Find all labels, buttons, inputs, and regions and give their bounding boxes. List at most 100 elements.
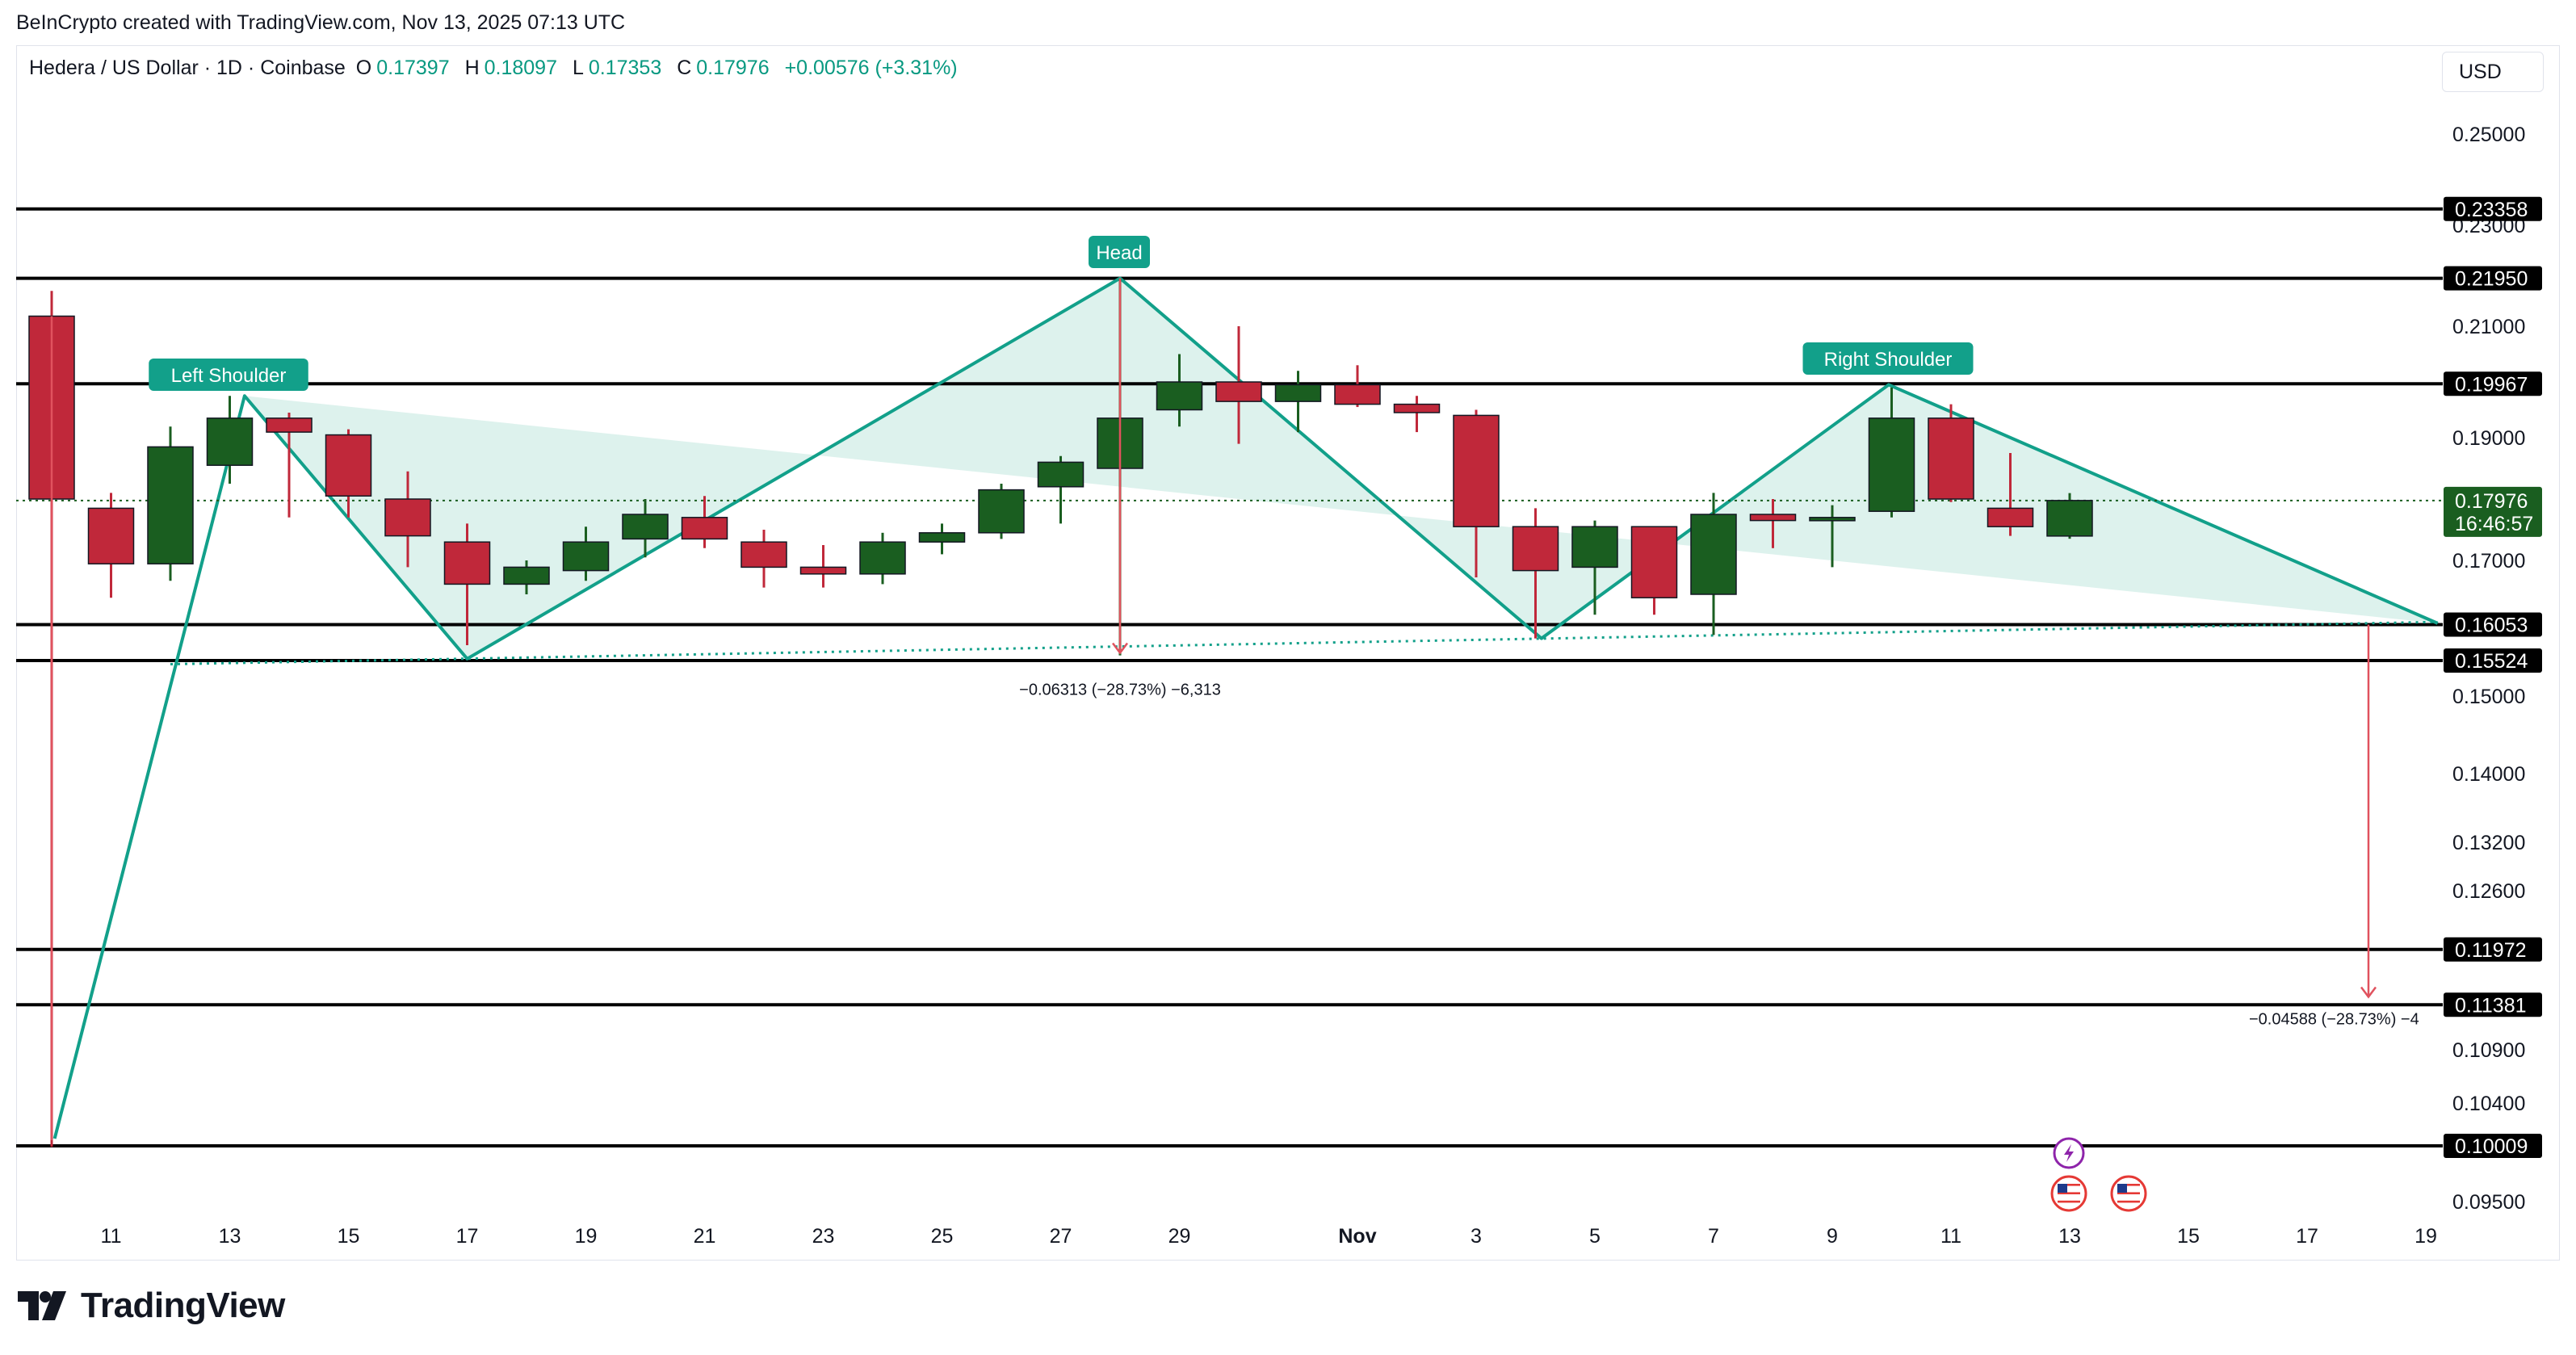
candle-body bbox=[1215, 381, 1262, 402]
candle[interactable] bbox=[1393, 396, 1441, 433]
candle[interactable] bbox=[443, 523, 491, 645]
candle[interactable] bbox=[1037, 455, 1085, 524]
level-price-badge bbox=[2444, 371, 2542, 396]
candle[interactable] bbox=[1334, 365, 1381, 408]
candle[interactable] bbox=[918, 523, 966, 555]
x-tick-label: 15 bbox=[338, 1225, 360, 1248]
candle[interactable] bbox=[87, 493, 135, 598]
level-price-badge bbox=[2444, 992, 2542, 1017]
candle-body bbox=[147, 446, 194, 564]
x-tick-label: 11 bbox=[1940, 1225, 1961, 1248]
x-tick-label: 9 bbox=[1827, 1225, 1838, 1248]
x-tick-label: 19 bbox=[2414, 1225, 2437, 1248]
candle[interactable] bbox=[1215, 326, 1262, 444]
brand-name: TradingView bbox=[81, 1286, 285, 1325]
candle-body bbox=[1274, 384, 1322, 402]
y-tick-label: 0.09500 bbox=[2452, 1191, 2525, 1214]
candle-body bbox=[1690, 514, 1737, 595]
flag-stripe bbox=[2117, 1184, 2140, 1186]
candle[interactable] bbox=[266, 412, 313, 518]
candle[interactable] bbox=[2046, 493, 2093, 539]
candle-body bbox=[206, 417, 254, 466]
candle[interactable] bbox=[740, 530, 787, 588]
candle[interactable] bbox=[1571, 520, 1618, 615]
candle-body bbox=[1571, 526, 1618, 568]
candle-body bbox=[2046, 500, 2093, 537]
candle-body bbox=[1868, 417, 1915, 512]
candle[interactable] bbox=[1928, 404, 1974, 502]
candle-body bbox=[799, 566, 847, 575]
head-label-badge bbox=[1089, 236, 1150, 268]
countdown-label: 16:46:57 bbox=[2455, 513, 2533, 535]
candle-body bbox=[266, 417, 313, 433]
us-flag-icon[interactable] bbox=[2110, 1175, 2147, 1212]
flag-stripe bbox=[2058, 1184, 2080, 1186]
candle[interactable] bbox=[206, 396, 254, 484]
x-tick-label: 23 bbox=[812, 1225, 835, 1248]
head-label: Head bbox=[1096, 242, 1142, 264]
high-label: H bbox=[464, 57, 480, 79]
candle-body bbox=[562, 541, 610, 572]
candle[interactable] bbox=[147, 426, 194, 581]
current-price-label: 0.17976 bbox=[2455, 490, 2528, 513]
candle[interactable] bbox=[1453, 409, 1500, 578]
candle-body bbox=[87, 507, 135, 564]
low-label: L bbox=[572, 57, 584, 79]
candle[interactable] bbox=[1274, 371, 1322, 433]
y-tick-label: 0.17000 bbox=[2452, 550, 2525, 573]
candle[interactable] bbox=[1630, 526, 1678, 615]
candle-body bbox=[503, 566, 550, 585]
flag-stripe bbox=[2058, 1188, 2080, 1190]
right-shoulder-label: Right Shoulder bbox=[1824, 349, 1953, 371]
x-tick-label: 21 bbox=[694, 1225, 716, 1248]
measure-arrowhead bbox=[1112, 642, 1128, 655]
y-tick-label: 0.10900 bbox=[2452, 1039, 2525, 1062]
candle[interactable] bbox=[622, 499, 669, 558]
candle[interactable] bbox=[859, 532, 906, 585]
lightning-glyph bbox=[2064, 1144, 2074, 1162]
candle[interactable] bbox=[384, 471, 431, 568]
candle[interactable] bbox=[1690, 493, 1737, 636]
candle-body bbox=[1393, 403, 1441, 413]
y-tick-label: 0.13200 bbox=[2452, 832, 2525, 854]
candle[interactable] bbox=[1987, 453, 2034, 536]
x-tick-label: 13 bbox=[219, 1225, 241, 1248]
tradingview-logo[interactable]: TradingView bbox=[18, 1286, 285, 1326]
open-value: 0.17397 bbox=[376, 57, 450, 79]
level-price-label: 0.10009 bbox=[2455, 1135, 2528, 1158]
flag-canton bbox=[2058, 1184, 2067, 1193]
flag-stripe bbox=[2117, 1188, 2140, 1190]
candle[interactable] bbox=[1868, 387, 1915, 518]
candle[interactable] bbox=[1809, 505, 1856, 568]
candle[interactable] bbox=[1156, 354, 1203, 427]
level-price-label: 0.11381 bbox=[2455, 994, 2527, 1017]
x-tick-label: 25 bbox=[931, 1225, 954, 1248]
candle[interactable] bbox=[325, 429, 372, 518]
x-tick-label: 15 bbox=[2177, 1225, 2200, 1248]
y-tick-label: 0.25000 bbox=[2452, 124, 2525, 146]
y-tick-label: 0.10400 bbox=[2452, 1093, 2525, 1115]
left-shoulder-label: Left Shoulder bbox=[171, 365, 287, 387]
x-tick-label: 27 bbox=[1050, 1225, 1072, 1248]
candle[interactable] bbox=[1512, 508, 1559, 639]
candle-body bbox=[1453, 414, 1500, 527]
candle-body bbox=[325, 434, 372, 497]
level-price-label: 0.16053 bbox=[2455, 615, 2528, 637]
candle-body bbox=[1630, 526, 1678, 598]
level-price-label: 0.19967 bbox=[2455, 373, 2528, 396]
left-shoulder-label-badge bbox=[149, 359, 308, 391]
flag-stripe bbox=[2058, 1192, 2080, 1194]
candle[interactable] bbox=[978, 484, 1025, 539]
candle[interactable] bbox=[799, 545, 847, 588]
candle-body bbox=[1809, 517, 1856, 522]
candle[interactable] bbox=[681, 496, 728, 548]
x-tick-label: 13 bbox=[2058, 1225, 2081, 1248]
symbol-title: Hedera / US Dollar · 1D · Coinbase bbox=[29, 57, 346, 79]
candle[interactable] bbox=[503, 560, 550, 594]
candle[interactable] bbox=[562, 526, 610, 581]
x-tick-label: Nov bbox=[1338, 1225, 1376, 1248]
us-flag-icon[interactable] bbox=[2050, 1175, 2087, 1212]
candle[interactable] bbox=[1749, 499, 1797, 548]
currency-button[interactable]: USD bbox=[2442, 52, 2544, 92]
